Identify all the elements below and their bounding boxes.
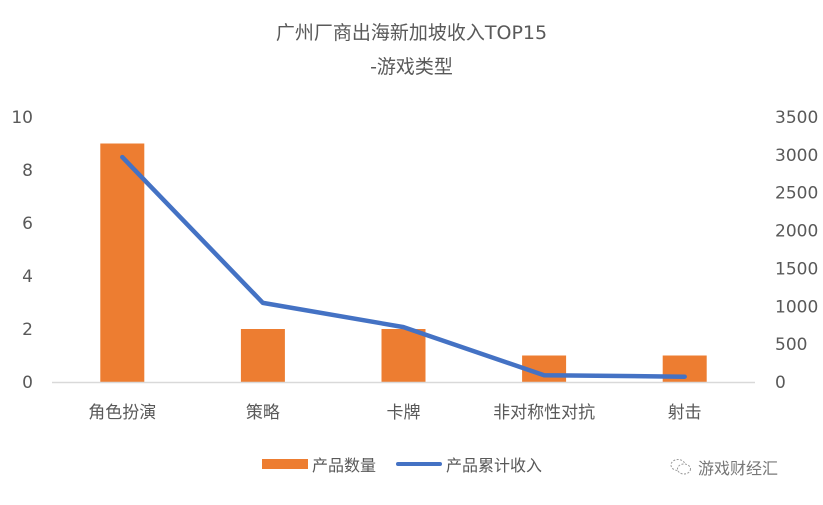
legend-bar-label: 产品数量: [312, 456, 377, 475]
category-label: 非对称性对抗: [493, 403, 595, 423]
legend-item-bar: 产品数量: [262, 452, 376, 476]
right-axis-tick: 500: [775, 335, 807, 355]
chart-title: 广州厂商出海新加坡收入TOP15: [275, 22, 548, 44]
category-label: 策略: [246, 403, 280, 423]
left-axis-tick: 10: [11, 108, 33, 128]
left-axis-tick: 4: [22, 267, 33, 287]
right-axis-tick: 1500: [775, 259, 818, 279]
category-label: 角色扮演: [88, 403, 156, 423]
line-swatch-icon: [396, 462, 443, 466]
left-axis-tick: 2: [22, 320, 33, 340]
wechat-icon: [670, 459, 691, 475]
right-axis-tick: 3000: [775, 146, 818, 166]
bar: [100, 143, 145, 382]
bar: [381, 329, 426, 382]
left-axis-tick: 0: [22, 373, 33, 393]
bar: [240, 329, 285, 382]
right-axis-tick: 2000: [775, 222, 818, 242]
chart-subtitle: -游戏类型: [370, 56, 453, 78]
category-label: 射击: [668, 403, 702, 423]
right-axis-tick: 2500: [775, 184, 818, 204]
right-axis-tick: 3500: [775, 108, 818, 128]
chart-legend: 产品数量 产品累计收入: [262, 452, 562, 476]
watermark: 游戏财经汇: [670, 455, 778, 479]
watermark-text: 游戏财经汇: [698, 459, 779, 478]
revenue-line: [120, 154, 687, 379]
legend-line-label: 产品累计收入: [446, 456, 543, 475]
bar-swatch-icon: [262, 459, 308, 469]
left-axis-tick: 8: [22, 161, 33, 181]
right-axis-tick: 0: [775, 373, 786, 393]
category-label: 卡牌: [387, 403, 421, 423]
right-axis-tick: 1000: [775, 297, 818, 317]
legend-item-line: 产品累计收入: [396, 452, 542, 476]
left-axis-tick: 6: [22, 214, 33, 234]
